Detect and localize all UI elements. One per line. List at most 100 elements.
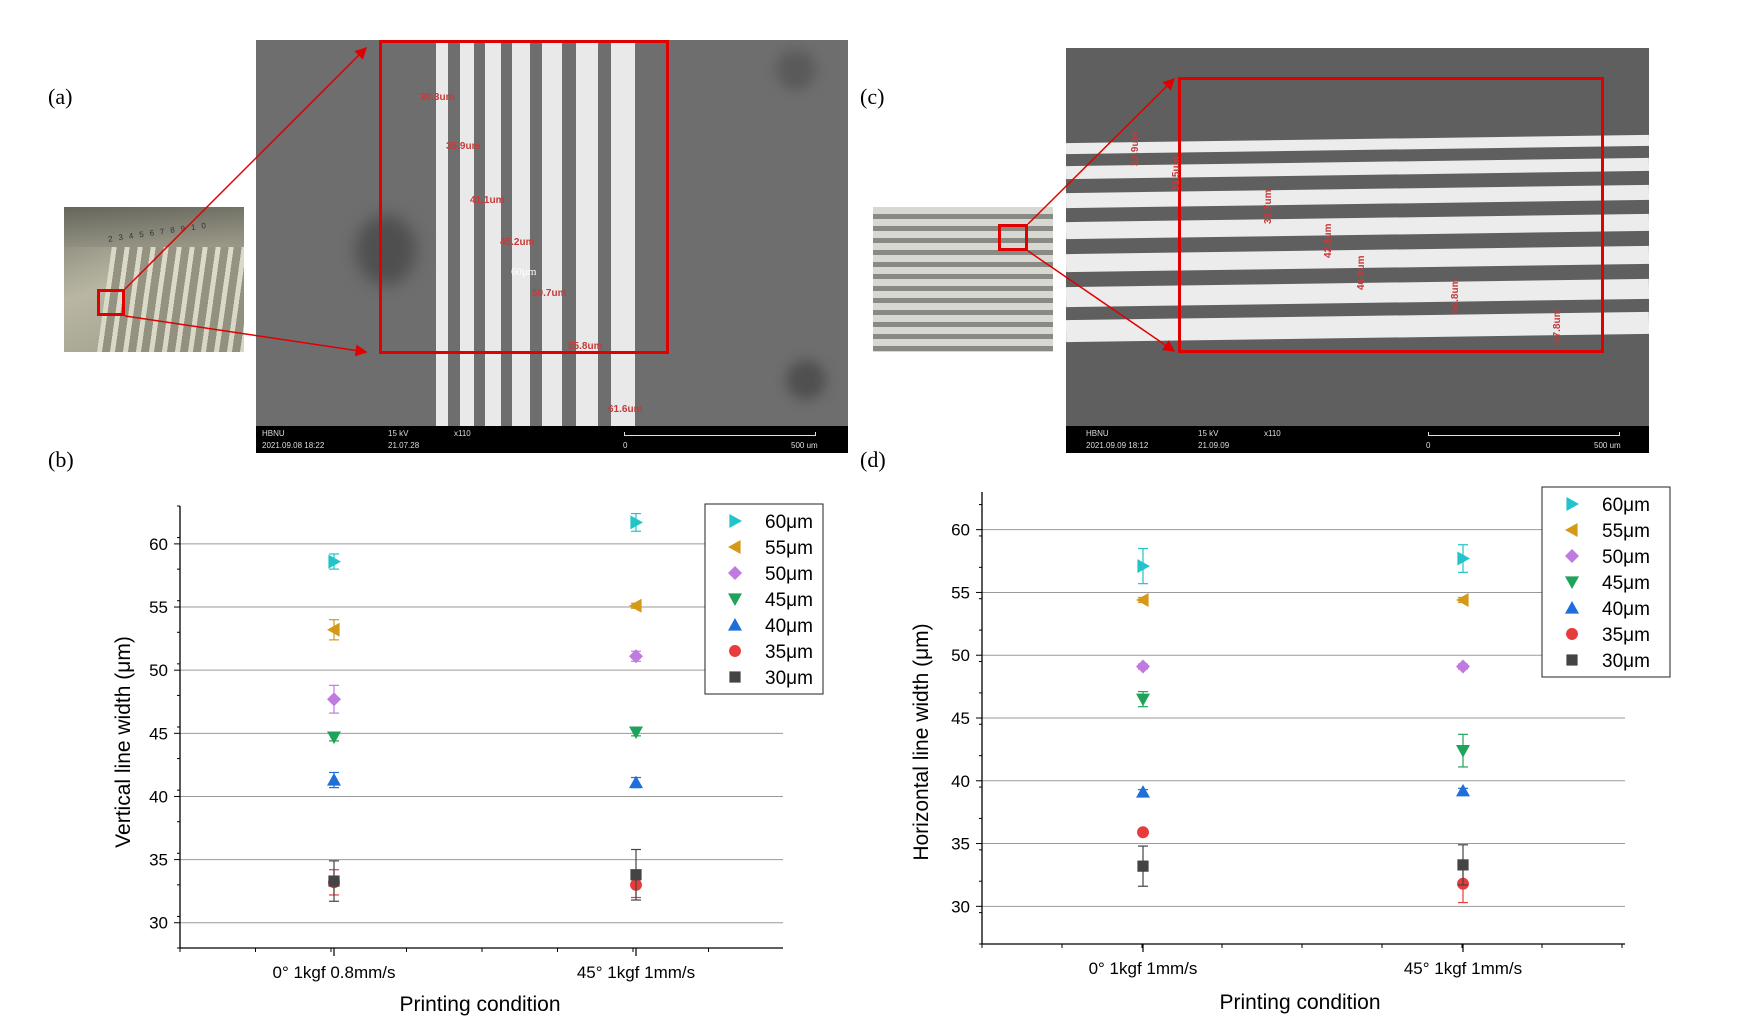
series-60μm — [328, 512, 643, 570]
legend-label: 55μm — [765, 538, 813, 559]
legend-marker — [1566, 497, 1579, 511]
sem-c-measure-2: 31.5um — [1171, 156, 1182, 191]
legend-marker — [728, 618, 742, 631]
series-35μm — [1137, 826, 1469, 904]
y-tick-label: 60 — [951, 521, 970, 540]
chart-d: Horizontal line width (μm) Printing cond… — [910, 486, 1671, 1014]
y-tick-label: 55 — [951, 583, 970, 602]
data-point — [630, 515, 643, 530]
y-tick-label: 30 — [951, 897, 970, 916]
y-tick-label: 35 — [149, 851, 168, 870]
data-point — [327, 731, 341, 745]
y-tick-label: 45 — [149, 724, 168, 743]
series-40μm — [327, 771, 643, 789]
data-point — [1457, 859, 1469, 871]
series-30μm — [1137, 844, 1469, 887]
series-50μm — [1136, 659, 1470, 674]
sem-c-zoom-box — [1178, 77, 1604, 353]
data-point — [328, 554, 341, 569]
y-tick-label: 55 — [149, 598, 168, 617]
data-point — [1136, 785, 1150, 798]
chart-d-ylabel: Horizontal line width (μm) — [910, 623, 933, 860]
series-50μm — [327, 649, 643, 714]
legend-marker — [728, 566, 742, 580]
data-point — [327, 773, 341, 786]
legend-label: 35μm — [765, 642, 813, 663]
x-tick-label: 0° 1kgf 1mm/s — [1089, 959, 1198, 978]
y-tick-label: 30 — [149, 914, 168, 933]
x-tick-label: 0° 1kgf 0.8mm/s — [272, 963, 395, 982]
legend-marker — [728, 540, 741, 554]
photo-c-zoom-box — [998, 224, 1028, 251]
legend-label: 35μm — [1602, 625, 1650, 646]
data-point — [328, 875, 340, 887]
sem-a-measure-6: 55.8um — [568, 341, 603, 352]
legend-marker — [1565, 523, 1578, 537]
data-point — [629, 598, 642, 613]
data-point — [1456, 783, 1470, 797]
chart-b-xlabel: Printing condition — [399, 993, 560, 1016]
data-point — [1137, 860, 1149, 872]
photo-a: 2345678910 — [64, 207, 244, 352]
legend-marker — [1565, 549, 1579, 563]
sem-c-measure-6: 54.8um — [1450, 278, 1461, 313]
legend: 60μm 55μm 50μm 45μm 40μm 35μm 30μm — [704, 503, 824, 695]
x-tick-label: 45° 1kgf 1mm/s — [577, 963, 695, 982]
sem-image-a: 30.3um 35.9um 41.1um 45.2um 50.7um 55.8u… — [256, 40, 848, 453]
panel-label-a: (a) — [48, 84, 73, 109]
data-point — [629, 775, 643, 789]
chart-b-ylabel: Vertical line width (μm) — [112, 636, 135, 848]
chart-d-xlabel: Printing condition — [1219, 991, 1380, 1014]
data-point — [327, 692, 341, 707]
legend-label: 40μm — [765, 616, 813, 637]
legend-marker — [728, 593, 742, 606]
y-tick-label: 35 — [951, 835, 970, 854]
legend-label: 45μm — [1602, 573, 1650, 594]
legend-label: 60μm — [765, 512, 813, 533]
data-point — [327, 622, 340, 637]
x-tick-label: 45° 1kgf 1mm/s — [1404, 959, 1522, 978]
data-point — [1136, 592, 1149, 607]
y-tick-label: 45 — [951, 709, 970, 728]
sem-a-label-60: 60μm — [511, 266, 537, 278]
series-30μm — [328, 848, 642, 902]
legend-label: 30μm — [765, 668, 813, 689]
data-point — [1456, 592, 1469, 607]
legend-label: 45μm — [765, 590, 813, 611]
sem-a-measure-1: 30.3um — [420, 92, 455, 103]
panel-label-b: (b) — [48, 447, 74, 472]
sem-c-measure-4: 42.4um — [1323, 223, 1334, 258]
legend-marker — [1566, 654, 1578, 666]
sem-a-info-bar: HBNU 2021.09.08 18:22 15 kV 21.07.28 x11… — [256, 426, 848, 453]
legend-marker — [729, 671, 741, 683]
legend-marker — [729, 514, 742, 528]
legend-label: 30μm — [1602, 651, 1650, 672]
y-tick-label: 50 — [951, 646, 970, 665]
legend-marker — [1565, 601, 1579, 614]
series-35μm — [328, 869, 642, 899]
sem-a-measure-2: 35.9um — [446, 141, 481, 152]
sem-a-measure-4: 45.2um — [500, 237, 535, 248]
legend-marker — [1565, 576, 1579, 589]
sem-c-measure-7: 57.8um — [1552, 308, 1563, 343]
data-point — [1136, 693, 1150, 707]
series-45μm — [327, 726, 643, 745]
legend: 60μm 55μm 50μm 45μm 40μm 35μm 30μm — [1541, 486, 1671, 678]
legend-box — [704, 503, 824, 695]
panel-label-c: (c) — [860, 84, 885, 109]
series-40μm — [1136, 783, 1470, 798]
legend-label: 40μm — [1602, 599, 1650, 620]
y-tick-label: 60 — [149, 535, 168, 554]
data-point — [629, 726, 643, 740]
y-tick-label: 40 — [149, 787, 168, 806]
chart-b: Vertical line width (μm) Printing condit… — [112, 503, 824, 1016]
legend-marker — [729, 645, 741, 657]
data-point — [1137, 826, 1149, 839]
sem-a-measure-7: 61.6um — [608, 404, 643, 415]
data-point — [1137, 559, 1150, 574]
sem-c-info-bar: HBNU 2021.09.09 18:12 15 kV 21.09.09 x11… — [1066, 426, 1649, 453]
legend-box — [1541, 486, 1671, 678]
legend-label: 55μm — [1602, 521, 1650, 542]
data-point — [1136, 659, 1150, 674]
sem-image-c: 32.9um 31.5um 39.7um 42.4um 46.3um 54.8u… — [1066, 48, 1649, 453]
